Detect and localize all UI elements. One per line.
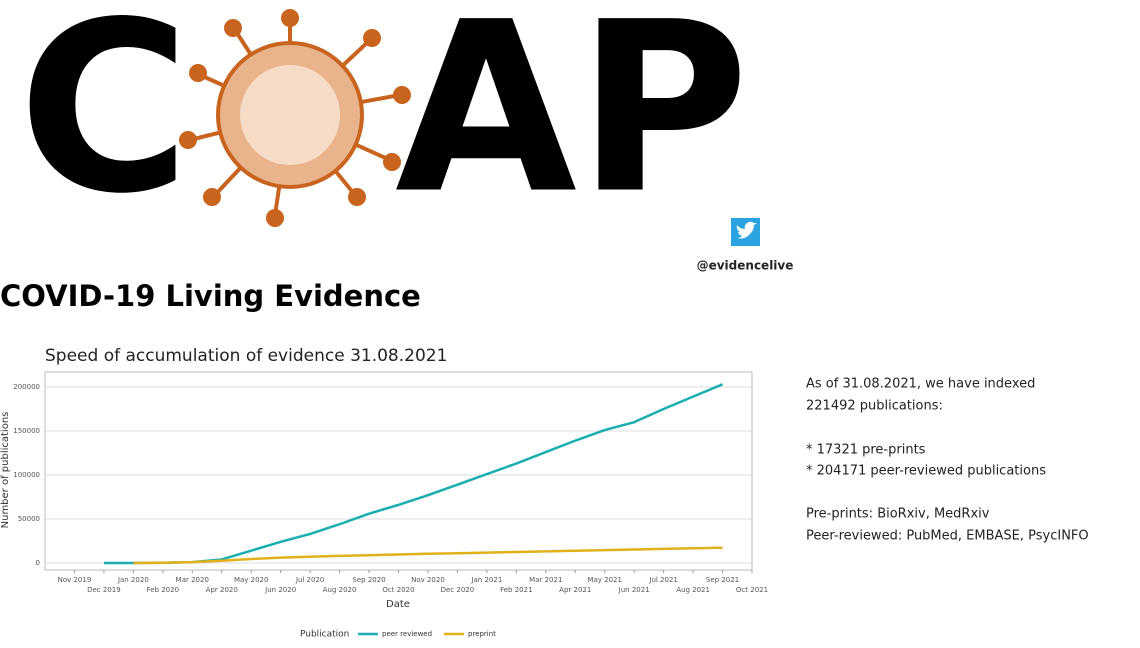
y-tick-label: 200000 — [13, 383, 40, 391]
x-tick-label: Jun 2020 — [264, 586, 296, 594]
x-tick-label: Oct 2021 — [736, 586, 768, 594]
x-tick-label: Apr 2020 — [206, 586, 238, 594]
x-tick-label: Sep 2021 — [706, 576, 739, 584]
x-tick-label: Mar 2020 — [176, 576, 209, 584]
info-line: * 17321 pre-prints — [806, 443, 926, 458]
info-line: 221492 publications: — [806, 399, 943, 414]
y-tick-label: 100000 — [13, 471, 40, 479]
x-tick-label: Nov 2019 — [58, 576, 92, 584]
logo-right: AP — [395, 0, 749, 245]
x-tick-label: Mar 2021 — [529, 576, 562, 584]
x-tick-label: Jun 2021 — [618, 586, 650, 594]
x-tick-label: Dec 2019 — [87, 586, 121, 594]
x-tick-label: May 2021 — [587, 576, 622, 584]
series-line — [133, 546, 723, 565]
twitter-bird — [736, 221, 757, 239]
x-tick-label: Oct 2020 — [382, 586, 414, 594]
chart-title: Speed of accumulation of evidence 31.08.… — [45, 346, 447, 366]
info-line: * 204171 peer-reviewed publications — [806, 464, 1046, 479]
twitter-handle[interactable]: @evidencelive — [697, 259, 794, 273]
x-tick-label: Dec 2020 — [441, 586, 475, 594]
legend-label: preprint — [468, 630, 496, 638]
logo-left: C — [18, 0, 190, 245]
legend-title: Publication — [300, 630, 349, 640]
x-tick-label: Sep 2020 — [352, 576, 385, 584]
x-tick-label: Apr 2021 — [559, 586, 591, 594]
x-tick-label: May 2020 — [234, 576, 269, 584]
x-tick-label: Feb 2020 — [147, 586, 179, 594]
x-tick-label: Aug 2021 — [676, 586, 710, 594]
y-tick-label: 50000 — [18, 515, 40, 523]
x-tick-label: Jul 2020 — [295, 576, 325, 584]
info-line: Pre-prints: BioRxiv, MedRxiv — [806, 507, 990, 522]
x-tick-label: Jan 2020 — [117, 576, 149, 584]
info-line: As of 31.08.2021, we have indexed — [806, 377, 1035, 392]
virus-icon — [179, 9, 411, 227]
y-tick-label: 150000 — [13, 427, 40, 435]
page-title: COVID-19 Living Evidence — [0, 279, 421, 313]
info-line: Peer-reviewed: PubMed, EMBASE, PsycINFO — [806, 529, 1089, 544]
y-tick-label: 0 — [36, 559, 40, 567]
legend-label: peer reviewed — [382, 630, 432, 638]
y-axis-label: Number of publications — [0, 412, 11, 529]
x-tick-label: Jul 2021 — [648, 576, 678, 584]
x-axis-label: Date — [386, 599, 410, 610]
x-tick-label: Feb 2021 — [500, 586, 532, 594]
x-tick-label: Jan 2021 — [470, 576, 502, 584]
plot-area — [44, 371, 753, 571]
x-tick-label: Aug 2020 — [323, 586, 357, 594]
x-tick-label: Nov 2020 — [411, 576, 445, 584]
